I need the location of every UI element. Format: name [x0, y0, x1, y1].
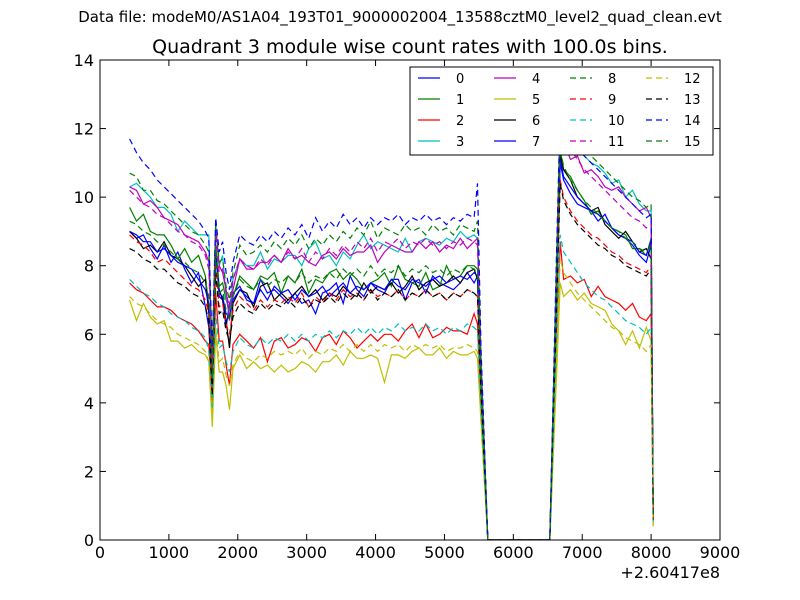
x-tick-label: 2000	[217, 543, 258, 562]
y-tick-label: 12	[74, 120, 94, 139]
x-tick-label: 9000	[700, 543, 741, 562]
y-tick-label: 14	[74, 51, 94, 70]
x-offset-label: +2.60417e8	[620, 563, 720, 582]
x-tick-label: 7000	[562, 543, 603, 562]
y-tick-label: 2	[84, 462, 94, 481]
legend-box	[409, 66, 714, 156]
y-tick-label: 4	[84, 394, 94, 413]
legend-label-7: 7	[532, 135, 540, 150]
legend-label-10: 10	[608, 114, 625, 129]
series-line-12	[129, 258, 654, 540]
legend-label-2: 2	[456, 114, 464, 129]
x-tick-label: 4000	[355, 543, 396, 562]
legend-label-13: 13	[684, 93, 701, 108]
legend-label-1: 1	[456, 93, 464, 108]
legend-label-0: 0	[456, 72, 464, 87]
legend-label-4: 4	[532, 72, 540, 87]
legend-label-3: 3	[456, 135, 464, 150]
y-tick-label: 0	[84, 531, 94, 550]
series-line-7	[129, 159, 654, 540]
series-line-11	[129, 118, 654, 540]
series-line-13	[129, 183, 654, 540]
legend-label-14: 14	[684, 114, 701, 129]
x-tick-label: 5000	[424, 543, 465, 562]
y-tick-label: 6	[84, 325, 94, 344]
x-tick-label: 0	[95, 543, 105, 562]
legend-label-5: 5	[532, 93, 540, 108]
legend-label-8: 8	[608, 72, 616, 87]
legend-label-11: 11	[608, 135, 625, 150]
y-tick-label: 8	[84, 257, 94, 276]
series-group	[129, 100, 654, 540]
series-line-10	[129, 234, 654, 540]
chart-title: Quadrant 3 module wise count rates with …	[152, 36, 668, 58]
axes-frame	[99, 59, 721, 541]
x-tick-label: 3000	[286, 543, 327, 562]
x-tick-label: 1000	[149, 543, 190, 562]
y-tick-label: 10	[74, 188, 94, 207]
series-line-5	[129, 282, 654, 540]
x-tick-label: 8000	[631, 543, 672, 562]
series-line-0	[129, 162, 654, 540]
figure-suptitle: Data file: modeM0/AS1A04_193T01_90000020…	[78, 8, 722, 26]
series-line-3	[129, 118, 654, 540]
series-line-14	[129, 121, 654, 540]
series-line-15	[129, 148, 654, 540]
legend-label-15: 15	[684, 135, 701, 150]
legend-label-6: 6	[532, 114, 540, 129]
x-tick-label: 6000	[493, 543, 534, 562]
legend-label-9: 9	[608, 93, 616, 108]
legend-label-12: 12	[684, 72, 701, 87]
